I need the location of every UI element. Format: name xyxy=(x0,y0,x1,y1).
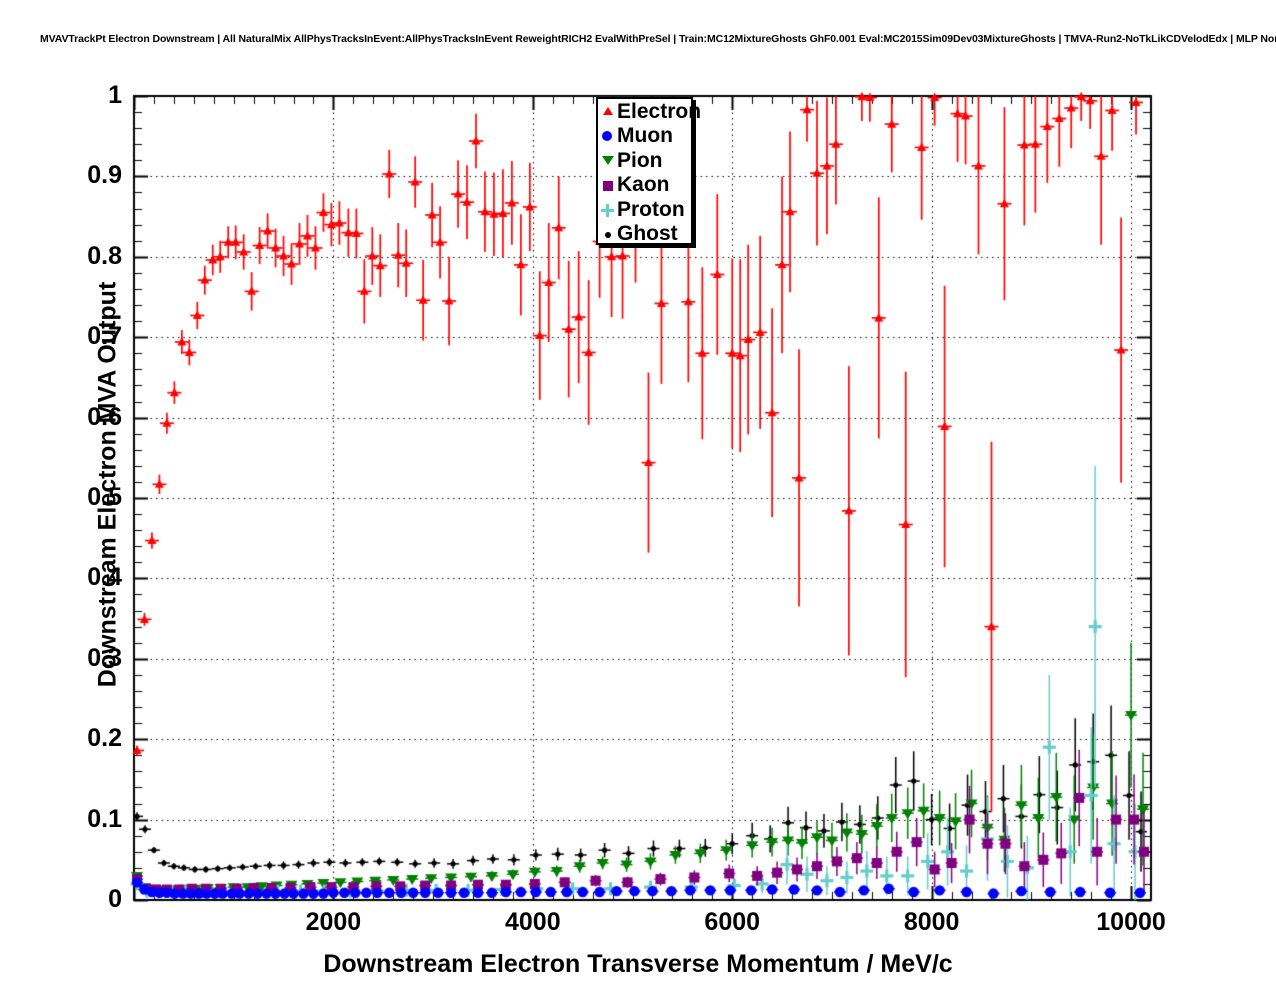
y-tick-label: 0 xyxy=(108,885,122,913)
y-tick-label: 0.1 xyxy=(87,804,122,833)
circle-marker-icon xyxy=(600,128,616,144)
legend-label: Ghost xyxy=(617,222,678,246)
y-tick-label: 0.8 xyxy=(87,241,122,270)
y-tick-label: 0.7 xyxy=(87,322,122,351)
x-tick-label: 6000 xyxy=(704,908,761,936)
legend-label: Kaon xyxy=(617,173,670,197)
x-axis-title: Downstream Electron Transverse Momentum … xyxy=(323,950,953,978)
legend-item-kaon: Kaon xyxy=(598,173,691,198)
x-tick-label: 10000 xyxy=(1096,908,1166,936)
legend: Electron Muon Pion Kaon Proton Ghost xyxy=(596,97,701,247)
dot-marker-icon xyxy=(600,226,616,242)
y-tick-label: 1 xyxy=(108,81,122,109)
legend-label: Muon xyxy=(617,124,673,148)
y-tick-label: 0.4 xyxy=(87,563,122,592)
cross-marker-icon xyxy=(600,201,616,218)
y-tick-label: 0.6 xyxy=(87,402,122,431)
triangle-down-marker-icon xyxy=(600,152,616,168)
x-tick-label: 4000 xyxy=(505,908,561,936)
legend-item-ghost: Ghost xyxy=(598,222,691,247)
legend-item-pion: Pion xyxy=(598,148,691,173)
y-tick-label: 0.3 xyxy=(87,643,122,672)
legend-item-muon: Muon xyxy=(598,124,691,149)
legend-label: Electron xyxy=(617,99,702,123)
triangle-up-marker-icon xyxy=(600,103,616,119)
legend-label: Pion xyxy=(617,148,663,172)
y-tick-label: 0.2 xyxy=(87,724,122,753)
legend-label: Proton xyxy=(617,197,685,221)
x-tick-label: 8000 xyxy=(903,908,960,936)
legend-item-proton: Proton xyxy=(598,197,691,222)
legend-item-electron: Electron xyxy=(598,99,701,124)
x-tick-label: 2000 xyxy=(305,908,362,936)
y-tick-label: 0.9 xyxy=(87,161,122,190)
y-tick-label: 0.5 xyxy=(87,483,122,511)
square-marker-icon xyxy=(600,177,616,193)
